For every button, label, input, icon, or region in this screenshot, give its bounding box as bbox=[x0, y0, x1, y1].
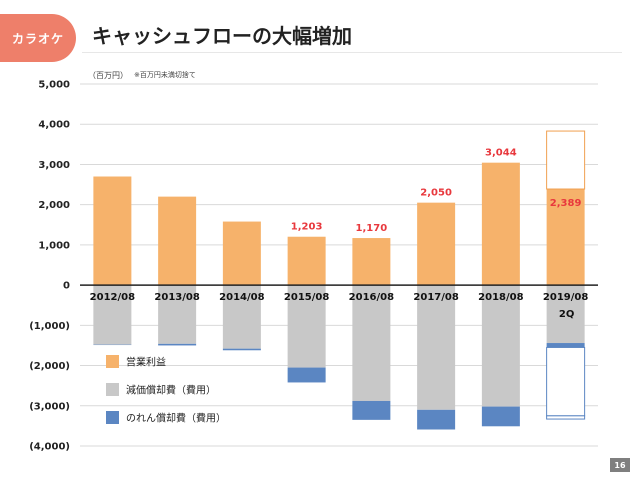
bar-goodwill bbox=[222, 348, 261, 351]
legend-swatch bbox=[106, 355, 119, 368]
y-tick-label: 3,000 bbox=[38, 160, 70, 171]
bar-depreciation bbox=[546, 285, 585, 344]
bar-goodwill bbox=[417, 409, 456, 430]
data-label: 1,203 bbox=[291, 222, 323, 233]
x-tick-sublabel: 2Q bbox=[559, 309, 574, 320]
y-tick-label: 1,000 bbox=[38, 240, 70, 251]
y-tick-label: (2,000) bbox=[29, 361, 70, 372]
y-tick-label: 5,000 bbox=[38, 80, 70, 91]
bar-goodwill bbox=[158, 343, 197, 346]
page-title: キャッシュフローの大幅増加 bbox=[92, 24, 352, 48]
bar-forecast-depreciation-outline bbox=[546, 346, 586, 417]
legend-swatch bbox=[106, 411, 119, 424]
bar-forecast-goodwill-outline bbox=[546, 415, 586, 420]
y-tick-label: 4,000 bbox=[38, 120, 70, 131]
y-tick-label: (4,000) bbox=[29, 442, 70, 453]
y-tick-label: (3,000) bbox=[29, 401, 70, 412]
bar-depreciation bbox=[93, 285, 132, 345]
y-tick-label: (1,000) bbox=[29, 321, 70, 332]
y-tick-label: 2,000 bbox=[38, 200, 70, 211]
bar-operating-profit bbox=[222, 221, 261, 286]
bar-operating-profit bbox=[417, 202, 456, 286]
y-tick-label: 0 bbox=[63, 281, 70, 292]
bar-operating-profit bbox=[287, 236, 326, 286]
legend-label: 営業利益 bbox=[126, 356, 166, 369]
data-label: 2,389 bbox=[550, 198, 582, 209]
x-tick-label: 2016/08 bbox=[349, 292, 394, 303]
x-tick-label: 2012/08 bbox=[90, 292, 135, 303]
bar-goodwill bbox=[481, 406, 520, 427]
bar-goodwill bbox=[352, 400, 391, 420]
x-tick-label: 2019/08 bbox=[543, 292, 588, 303]
page-number: 16 bbox=[610, 458, 630, 472]
bar-forecast-operating-profit-outline bbox=[546, 130, 586, 190]
data-label: 1,170 bbox=[356, 223, 388, 234]
x-tick-label: 2013/08 bbox=[154, 292, 199, 303]
data-label: 2,050 bbox=[420, 188, 452, 199]
bar-depreciation bbox=[352, 285, 391, 401]
bar-depreciation bbox=[158, 285, 197, 344]
title-divider bbox=[82, 52, 622, 53]
x-tick-label: 2018/08 bbox=[478, 292, 523, 303]
bar-depreciation bbox=[417, 285, 456, 410]
bar-operating-profit bbox=[546, 189, 585, 286]
bar-goodwill bbox=[287, 367, 326, 383]
data-label: 3,044 bbox=[485, 148, 517, 159]
unit-label: （百万円） bbox=[88, 71, 128, 80]
bar-depreciation bbox=[222, 285, 261, 349]
legend-swatch bbox=[106, 383, 119, 396]
legend-label: 減価償却費（費用） bbox=[126, 384, 216, 397]
slide-header: カラオケ キャッシュフローの大幅増加 bbox=[0, 0, 640, 72]
bar-goodwill bbox=[546, 343, 585, 348]
bar-depreciation bbox=[481, 285, 520, 407]
x-tick-label: 2014/08 bbox=[219, 292, 264, 303]
x-tick-label: 2017/08 bbox=[413, 292, 458, 303]
section-badge: カラオケ bbox=[0, 14, 76, 62]
legend-label: のれん償却費（費用） bbox=[126, 412, 226, 425]
bar-operating-profit bbox=[158, 196, 197, 286]
bar-depreciation bbox=[287, 285, 326, 368]
x-tick-label: 2015/08 bbox=[284, 292, 329, 303]
rounding-note: ※百万円未満切捨て bbox=[134, 71, 196, 79]
bar-operating-profit bbox=[352, 238, 391, 286]
bar-operating-profit bbox=[93, 176, 132, 286]
bar-operating-profit bbox=[481, 162, 520, 286]
